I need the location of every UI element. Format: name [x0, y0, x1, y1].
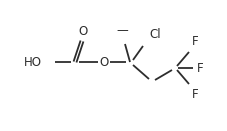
Text: —: —	[116, 24, 127, 37]
Text: O: O	[78, 25, 87, 38]
Text: O: O	[99, 56, 108, 69]
Text: HO: HO	[24, 56, 42, 69]
Text: Cl: Cl	[148, 28, 160, 41]
Text: F: F	[196, 61, 203, 75]
Text: F: F	[191, 35, 198, 48]
Text: F: F	[191, 88, 198, 101]
